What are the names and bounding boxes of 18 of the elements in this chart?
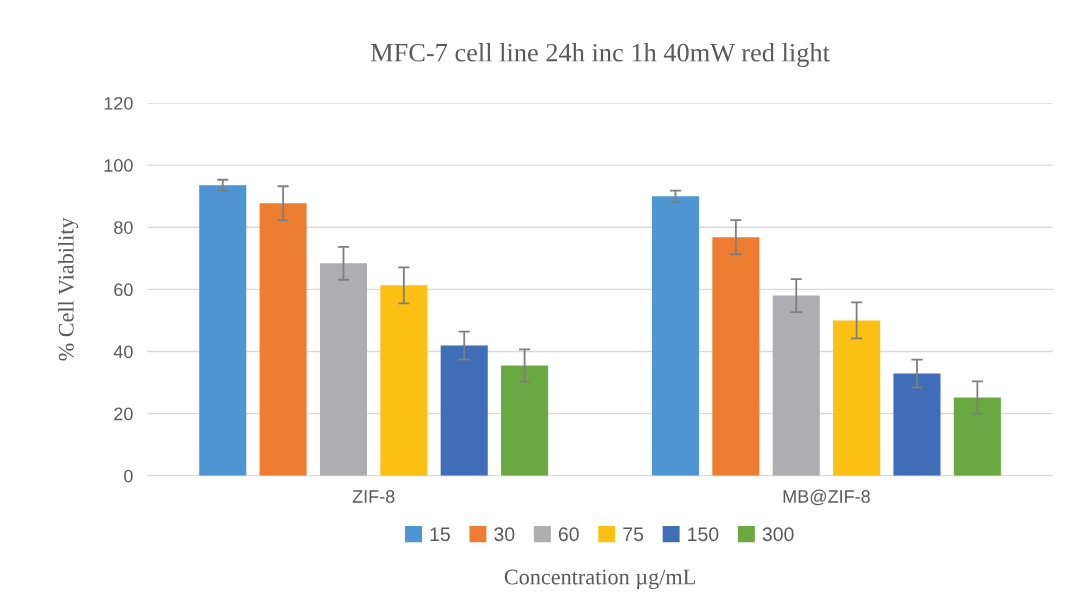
y-tick-label: 0 — [124, 469, 133, 483]
y-tick-label: 20 — [114, 407, 133, 421]
y-tick-label: 80 — [114, 221, 133, 234]
legend-label: 15 — [430, 527, 450, 542]
legend-label: 30 — [494, 527, 515, 542]
chart-title: MFC-7 cell line 24h inc 1h 40mW red light — [370, 43, 830, 68]
legend-label: 150 — [688, 527, 719, 542]
y-tick-label: 60 — [114, 283, 133, 297]
y-tick-label: 40 — [113, 345, 133, 359]
legend-label: 75 — [623, 527, 644, 542]
y-tick-label: 100 — [104, 159, 133, 172]
legend-label: 300 — [762, 527, 794, 542]
y-axis-title: % Cell Viability — [58, 217, 79, 361]
x-tick-label: ZIF-8 — [352, 490, 395, 503]
y-tick-label: 120 — [104, 96, 133, 110]
x-tick-label: MB@ZIF-8 — [783, 489, 870, 506]
x-axis-title: Concentration µg/mL — [504, 569, 695, 590]
legend-label: 60 — [558, 527, 579, 542]
